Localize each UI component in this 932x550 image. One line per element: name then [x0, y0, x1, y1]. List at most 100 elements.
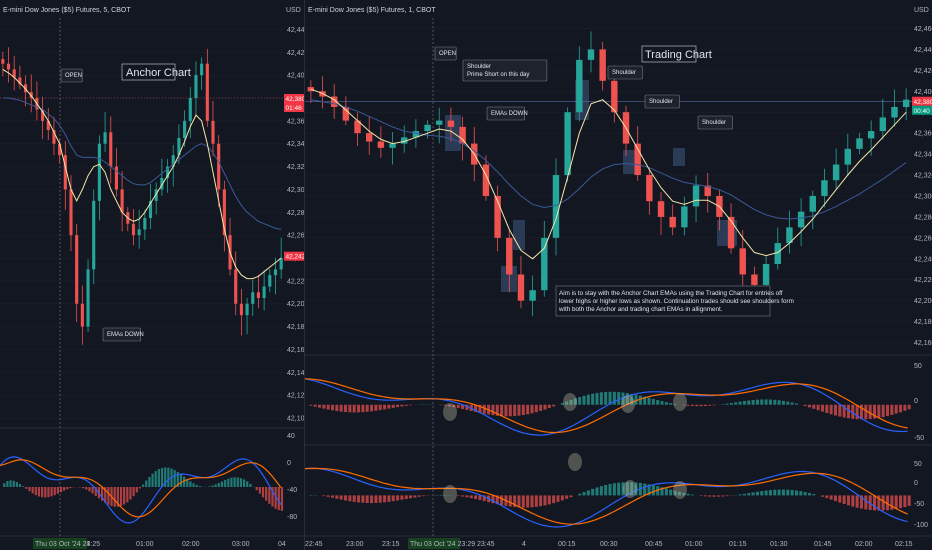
right-osc2-hist-bar [716, 495, 720, 497]
right-osc1-hist-bar [335, 404, 339, 412]
right-osc2-hist-bar [664, 488, 668, 496]
right-osc1-hist-bar [725, 403, 729, 405]
chart-title: E-mini Dow Jones ($5) Futures, 1, CBOT [308, 7, 436, 14]
right-osc2-hist-bar [686, 493, 690, 496]
right-osc1-hist-bar [543, 404, 547, 410]
right-osc2-hist-bar [547, 495, 551, 505]
right-osc1-hist-bar [794, 403, 798, 405]
left-osc-hist-bar [195, 484, 198, 487]
right-osc1-hist-bar [846, 404, 850, 419]
left-osc-hist-bar [129, 487, 132, 500]
right-osc2-hist-bar [799, 491, 803, 496]
right-osc1-hist-bar [573, 398, 577, 405]
right-osc2-hist-bar [413, 495, 417, 498]
right-osc2-hist-bar [755, 491, 759, 496]
right-osc2-hist-bar [404, 495, 408, 500]
price-tag-1b-bg [912, 105, 932, 115]
left-candle [165, 166, 170, 178]
right-osc2-hist-bar [781, 489, 785, 496]
right-osc1-hist-bar [790, 402, 794, 405]
right-osc1-hist-bar [621, 392, 625, 405]
y-tick-label: 42,360 [914, 131, 932, 138]
right-osc2-hist-bar [807, 493, 811, 496]
right-osc1-hist-bar [833, 404, 837, 416]
right-osc1-hist-bar [807, 404, 811, 408]
left-candle [92, 200, 96, 270]
right-osc2-hist-bar [582, 492, 586, 496]
right-osc1-hist-bar [383, 404, 387, 410]
left-osc-hist-bar [59, 487, 63, 493]
right-candle [401, 137, 408, 144]
trading-chart-panel[interactable]: 42,460 42,440 42,420 42,400 42,380 42,360 42,3… [305, 0, 932, 550]
left-candle [222, 189, 226, 236]
right-osc1-hist-bar [400, 404, 404, 407]
left-osc-hist-bar [280, 487, 284, 511]
osc-tick-label: -40 [287, 487, 297, 494]
right-osc1-hist-bar [604, 391, 608, 405]
right-candle [739, 248, 746, 275]
left-candle [120, 189, 124, 213]
osc1-tick-label: -50 [914, 435, 924, 442]
right-osc2-hist-bar [898, 495, 903, 509]
left-candle [188, 98, 192, 121]
trading-chart-svg: 42,460 42,440 42,420 42,400 42,380 42,360 42,3… [305, 7, 932, 549]
right-osc1-hist-bar [669, 403, 673, 405]
right-candle [879, 117, 887, 132]
note-line: lower highs or higher lows as shown. Con… [559, 298, 794, 305]
right-osc1-hist-bar [530, 404, 534, 414]
right-candle [821, 180, 828, 196]
anchor-chart-panel[interactable]: 42,440 42,420 42,400 42,380 42,360 42,340 42,3… [0, 0, 305, 550]
shoulder-highlight [673, 148, 685, 166]
x-tick-label: 02:00 [855, 541, 873, 548]
right-candle [587, 49, 595, 60]
y-tick-label: 42,200 [914, 298, 932, 305]
open-label-text: OPEN [439, 51, 456, 57]
x-tick-label: 01:00 [685, 541, 703, 548]
osc-highlight [568, 453, 582, 471]
right-osc1-hist-bar [595, 392, 599, 405]
right-candle [494, 195, 501, 238]
left-osc-hist-bar [242, 479, 246, 487]
left-candle [268, 275, 272, 287]
right-osc1-hist-bar [461, 404, 465, 410]
y-tick-label: 42,400 [287, 73, 304, 80]
right-ema-fast [310, 88, 907, 260]
right-osc2-hist-bar [491, 495, 495, 504]
note-line: Aim is to stay with the Anchor Chart EMA… [559, 290, 783, 297]
right-osc1-hist-bar [478, 404, 482, 413]
right-osc2-hist-bar [357, 495, 361, 503]
right-osc1-hist-bar [755, 399, 759, 405]
left-osc-hist-bar [246, 481, 249, 487]
right-osc1-hist-bar [742, 401, 746, 405]
price-tag-1-text: 42,380 [286, 96, 305, 103]
left-osc-hist-bar [211, 485, 214, 487]
right-osc1-hist-bar [630, 393, 634, 405]
left-osc-hist-bar [261, 487, 265, 498]
right-osc1-hist-bar [838, 404, 842, 417]
right-osc1-hist-bar [560, 403, 564, 405]
right-osc1-hist-bar [764, 399, 768, 405]
right-osc1-hist-bar [634, 394, 638, 405]
right-osc1-hist-bar [777, 400, 781, 405]
anchor-chart-label: Anchor Chart [126, 67, 191, 79]
right-osc1-hist-bar [443, 404, 447, 406]
right-candle [634, 143, 641, 176]
left-candle [200, 63, 204, 76]
osc-highlight [673, 481, 687, 499]
right-osc2-hist-bar [812, 494, 816, 496]
left-osc-hist-bar [160, 467, 164, 487]
right-osc2-hist-bar [794, 490, 798, 496]
shoulder-4-label-box [697, 115, 733, 130]
osc-highlight [621, 395, 635, 413]
left-ema-slow [2, 97, 282, 230]
right-osc1-hist-bar [404, 404, 408, 406]
left-candle [12, 69, 16, 78]
osc-highlight [623, 480, 637, 498]
right-candle [809, 195, 816, 212]
right-candle [704, 185, 711, 196]
right-osc2-hist-bar [660, 487, 664, 496]
right-osc1-hist-bar [903, 404, 907, 411]
right-osc2-hist-bar [595, 487, 599, 496]
right-osc2-hist-bar [586, 490, 590, 496]
emas-down-label-text: EMAs DOWN [491, 111, 528, 117]
